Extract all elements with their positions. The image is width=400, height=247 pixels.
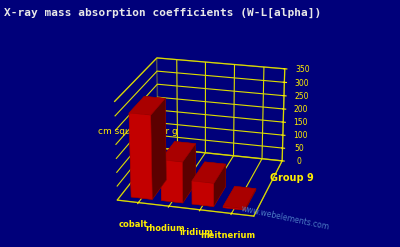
Text: www.webelements.com: www.webelements.com xyxy=(240,204,330,232)
Text: X-ray mass absorption coefficients (W-L[alpha]): X-ray mass absorption coefficients (W-L[… xyxy=(4,7,321,18)
Text: cm squared per g: cm squared per g xyxy=(98,127,178,136)
